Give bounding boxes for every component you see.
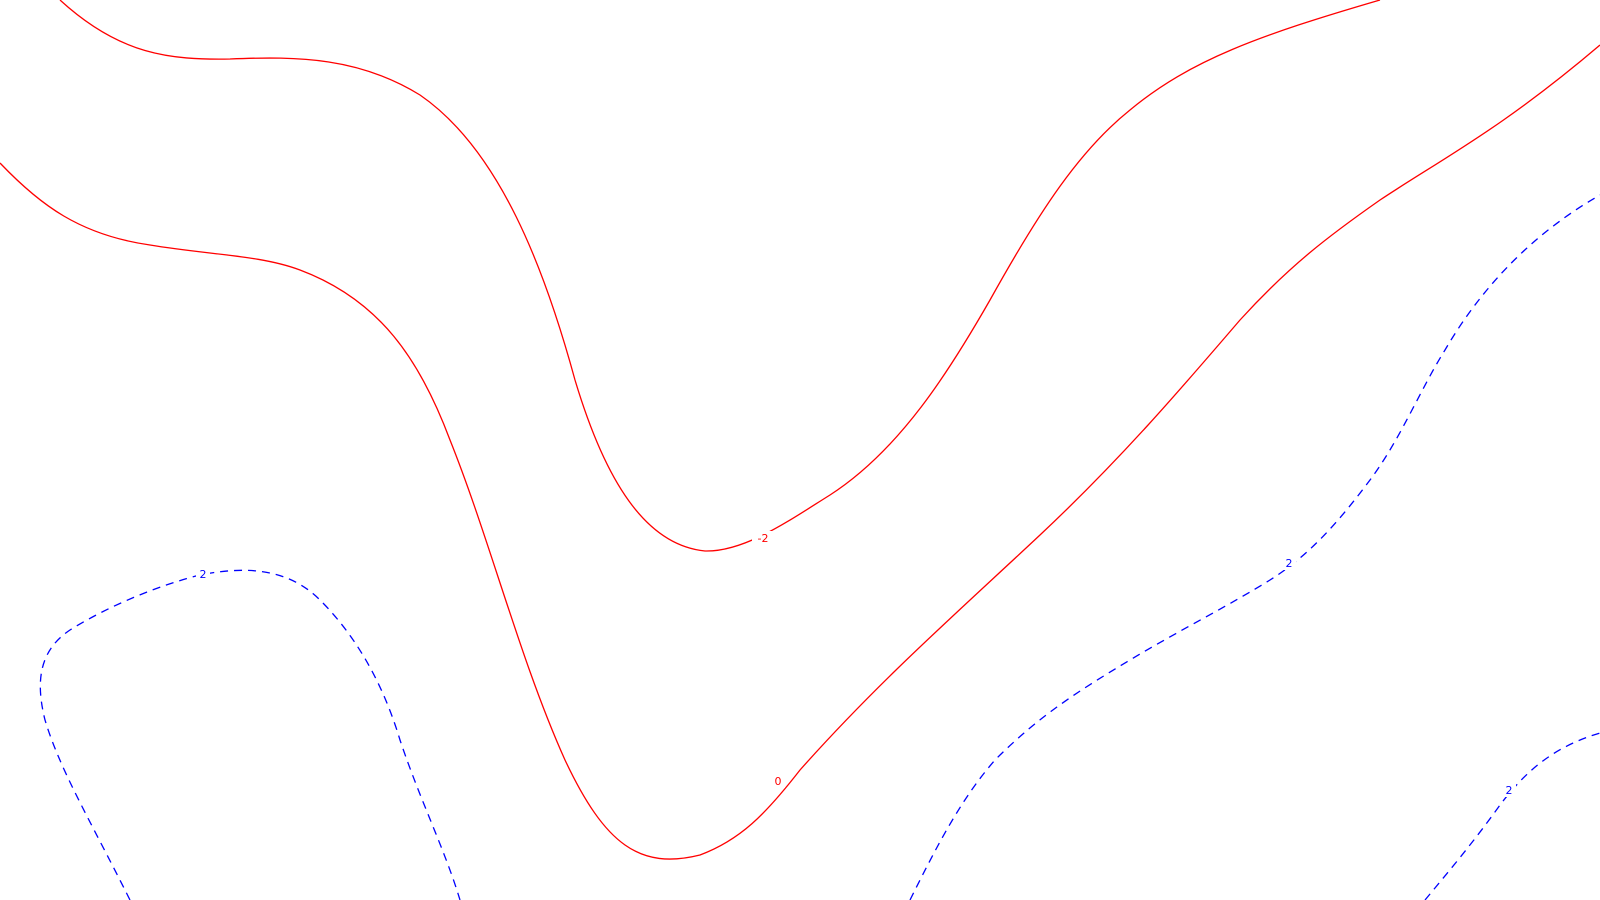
- contour-level-neg2: -2: [59, 0, 1381, 552]
- contour-level-2-left: 2: [39, 567, 461, 900]
- contour-label-0: 0: [775, 775, 782, 788]
- contour-level-2-middle: 2: [909, 194, 1600, 900]
- contour-level-2-right: 2: [1424, 732, 1600, 900]
- contour-line-2-left: [39, 569, 461, 900]
- contour-line-2-middle: [909, 194, 1600, 900]
- contour-label-0-halo: [771, 774, 785, 788]
- contour-label-2-middle: 2: [1286, 557, 1293, 570]
- contour-label-2-right: 2: [1506, 784, 1513, 797]
- contour-label-2-middle-halo: [1282, 556, 1296, 570]
- contour-label-2-left-halo: [196, 567, 210, 581]
- contour-label-2-right-halo: [1502, 783, 1516, 797]
- contour-label-neg2: -2: [758, 532, 769, 545]
- contour-label-2-left: 2: [200, 568, 207, 581]
- contour-line-neg2: [59, 0, 1381, 552]
- contour-label-neg2-halo: [752, 531, 774, 545]
- contour-line-0: [0, 44, 1600, 860]
- contour-line-2-right: [1424, 732, 1600, 900]
- contour-level-0: 0: [0, 44, 1600, 860]
